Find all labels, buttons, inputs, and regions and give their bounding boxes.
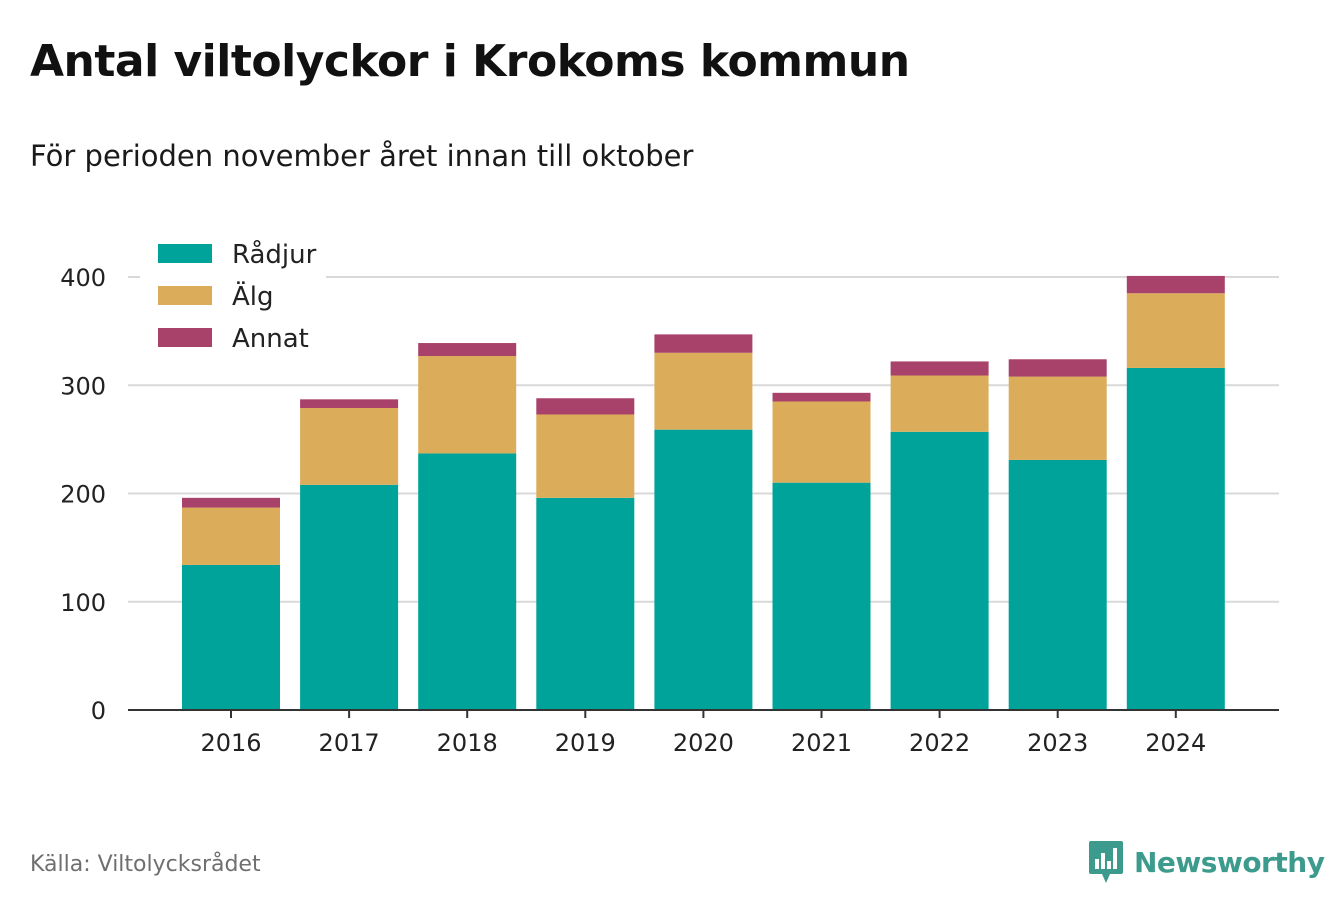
newsworthy-bar-chart-logo-icon — [1089, 841, 1123, 883]
bar-stacks — [182, 275, 1225, 710]
bar-rådjur-2016 — [182, 564, 280, 710]
bar-älg-2016 — [182, 507, 280, 565]
legend-label: Annat — [232, 324, 309, 354]
y-tick-label: 100 — [60, 589, 106, 617]
bar-rådjur-2019 — [536, 497, 635, 710]
y-tick-label: 0 — [91, 697, 106, 725]
x-tick-label: 2020 — [673, 729, 734, 757]
bar-älg-2021 — [772, 401, 871, 483]
bar-rådjur-2022 — [890, 431, 989, 710]
x-tick-label: 2016 — [200, 729, 261, 757]
y-tick-label: 200 — [60, 481, 106, 509]
axes: 0 100 200 300 400 2016 2017 2018 2019 2020 2021 202… — [60, 264, 1279, 757]
bar-älg-2018 — [418, 356, 517, 454]
x-tick-label: 2022 — [909, 729, 970, 757]
legend: Rådjur Älg Annat — [140, 230, 326, 360]
bar-annat-2018 — [418, 343, 517, 357]
bar-annat-2021 — [772, 392, 871, 402]
bar-annat-2016 — [182, 497, 280, 508]
newsworthy-logo[interactable]: Newsworthy — [1088, 838, 1325, 886]
bar-annat-2017 — [300, 399, 399, 408]
bar-älg-2020 — [654, 352, 753, 430]
bar-rådjur-2021 — [772, 482, 871, 710]
bar-annat-2020 — [654, 334, 753, 353]
x-tick-label: 2017 — [319, 729, 380, 757]
legend-swatch — [158, 286, 212, 305]
bar-rådjur-2017 — [300, 484, 399, 710]
bar-älg-2024 — [1126, 293, 1225, 368]
bar-älg-2023 — [1008, 376, 1107, 460]
legend-label: Älg — [232, 280, 274, 312]
bar-annat-2019 — [536, 398, 635, 415]
bar-älg-2022 — [890, 375, 989, 432]
x-tick-label: 2024 — [1145, 729, 1206, 757]
bar-rådjur-2018 — [418, 453, 517, 710]
bar-annat-2024 — [1126, 275, 1225, 294]
x-tick-label: 2019 — [555, 729, 616, 757]
x-tick-label: 2018 — [437, 729, 498, 757]
y-tick-label: 300 — [60, 372, 106, 400]
x-tick-label: 2023 — [1027, 729, 1088, 757]
bar-rådjur-2023 — [1008, 459, 1107, 710]
x-tick-label: 2021 — [791, 729, 852, 757]
legend-swatch — [158, 244, 212, 263]
chart-subtitle: För perioden november året innan till ok… — [30, 139, 694, 173]
bar-annat-2023 — [1008, 359, 1107, 377]
source-note: Källa: Viltolycksrådet — [30, 852, 261, 877]
brand-name: Newsworthy — [1134, 845, 1325, 879]
y-tick-label: 400 — [60, 264, 106, 292]
chart-title: Antal viltolyckor i Krokoms kommun — [30, 36, 910, 87]
legend-swatch — [158, 328, 212, 347]
bar-annat-2022 — [890, 361, 989, 376]
bar-rådjur-2020 — [654, 429, 753, 710]
bar-älg-2019 — [536, 414, 635, 498]
bar-älg-2017 — [300, 407, 399, 485]
legend-label: Rådjur — [232, 239, 317, 270]
bar-rådjur-2024 — [1126, 367, 1225, 710]
